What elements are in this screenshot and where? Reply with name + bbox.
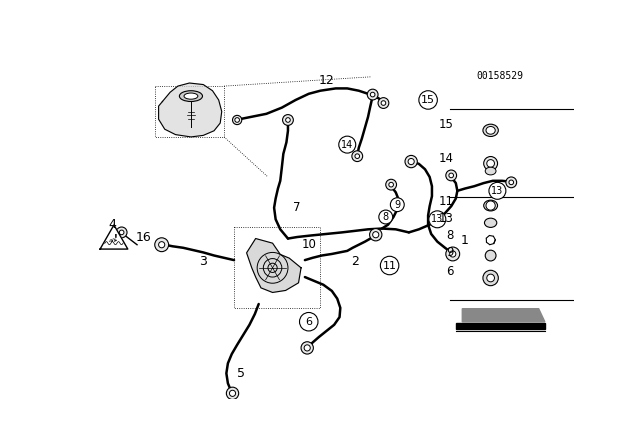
Circle shape: [367, 89, 378, 100]
Circle shape: [380, 256, 399, 275]
Circle shape: [483, 270, 499, 286]
Ellipse shape: [484, 200, 497, 211]
Circle shape: [419, 90, 437, 109]
Circle shape: [371, 92, 375, 97]
Circle shape: [379, 210, 393, 224]
Ellipse shape: [179, 91, 202, 102]
Text: 15: 15: [421, 95, 435, 105]
Ellipse shape: [485, 167, 496, 175]
Circle shape: [487, 159, 495, 167]
Text: 11: 11: [438, 195, 453, 208]
Text: 10: 10: [301, 238, 316, 251]
Circle shape: [446, 247, 460, 261]
Circle shape: [484, 156, 497, 170]
Circle shape: [381, 101, 386, 105]
Circle shape: [304, 345, 310, 351]
Circle shape: [489, 182, 506, 199]
Circle shape: [301, 342, 314, 354]
Circle shape: [378, 98, 389, 108]
Text: 5: 5: [237, 367, 245, 380]
Circle shape: [389, 182, 394, 187]
Circle shape: [116, 227, 127, 238]
Circle shape: [506, 177, 516, 188]
Text: 6: 6: [305, 317, 312, 327]
Circle shape: [446, 170, 456, 181]
Circle shape: [405, 155, 417, 168]
Text: 1: 1: [461, 233, 469, 246]
Circle shape: [390, 198, 404, 211]
Circle shape: [227, 387, 239, 400]
Circle shape: [235, 118, 239, 122]
Circle shape: [408, 159, 414, 165]
Circle shape: [300, 313, 318, 331]
Circle shape: [449, 173, 454, 178]
Text: 2: 2: [351, 255, 359, 268]
Circle shape: [283, 115, 293, 125]
Text: 8: 8: [383, 212, 389, 222]
Circle shape: [509, 180, 513, 185]
Circle shape: [355, 154, 360, 159]
Polygon shape: [100, 225, 128, 249]
Circle shape: [285, 118, 291, 122]
Circle shape: [352, 151, 363, 162]
Text: 9: 9: [446, 246, 453, 258]
Ellipse shape: [484, 218, 497, 228]
Circle shape: [369, 228, 382, 241]
Text: !: !: [115, 234, 118, 243]
Circle shape: [339, 136, 356, 153]
Circle shape: [450, 251, 456, 257]
Circle shape: [386, 179, 397, 190]
Polygon shape: [159, 83, 221, 137]
Circle shape: [119, 230, 124, 235]
Text: 13: 13: [438, 212, 453, 225]
Text: alt: alt: [108, 237, 116, 243]
Text: 14: 14: [341, 140, 353, 150]
Text: 15: 15: [438, 118, 453, 131]
Text: 00158529: 00158529: [476, 71, 523, 81]
Text: 13: 13: [492, 186, 504, 196]
Text: 9: 9: [394, 200, 401, 210]
Polygon shape: [462, 309, 545, 322]
Ellipse shape: [184, 93, 198, 99]
Circle shape: [487, 274, 495, 282]
Text: 13: 13: [431, 214, 444, 224]
Text: 8: 8: [446, 229, 453, 242]
Text: 12: 12: [319, 74, 334, 87]
Polygon shape: [246, 238, 301, 293]
Circle shape: [159, 241, 164, 248]
Circle shape: [372, 232, 379, 238]
Circle shape: [155, 238, 168, 252]
Text: 16: 16: [135, 231, 151, 244]
Ellipse shape: [486, 126, 495, 134]
Circle shape: [429, 211, 446, 228]
Text: 4: 4: [108, 218, 116, 231]
Circle shape: [232, 116, 242, 125]
Text: 14: 14: [438, 152, 453, 165]
Bar: [456, 323, 545, 329]
Text: 11: 11: [383, 260, 397, 271]
Text: 6: 6: [446, 265, 453, 278]
Circle shape: [486, 201, 495, 210]
Ellipse shape: [483, 124, 499, 137]
Text: 3: 3: [199, 255, 207, 268]
Circle shape: [230, 390, 236, 396]
Text: 7: 7: [294, 201, 301, 214]
Circle shape: [485, 250, 496, 261]
